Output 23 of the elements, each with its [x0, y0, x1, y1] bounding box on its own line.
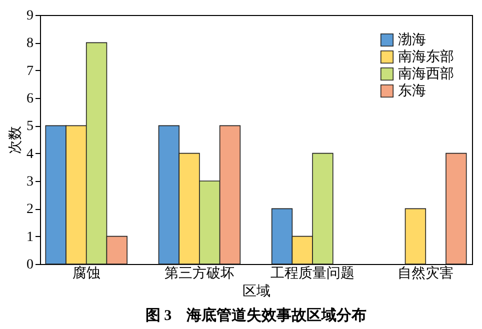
legend-label: 南海东部 — [398, 49, 454, 65]
x-tick-label: 第三方破坏 — [164, 266, 234, 282]
bar — [404, 208, 426, 264]
y-tick-label: 7 — [26, 64, 34, 79]
legend-label: 渤海 — [398, 32, 426, 48]
y-axis-title: 次数 — [8, 126, 24, 154]
y-tick-label: 1 — [26, 230, 34, 245]
y-tick-label: 8 — [26, 36, 34, 52]
x-axis-title: 区域 — [242, 284, 270, 300]
y-tick-label: 2 — [26, 202, 34, 218]
y-tick-label: 9 — [26, 8, 34, 24]
x-tick-label: 自然灾害 — [398, 266, 454, 282]
y-tick-label: 0 — [26, 258, 34, 272]
legend-label: 南海西部 — [398, 66, 454, 82]
y-tick-label: 5 — [26, 119, 34, 134]
y-tick-label: 4 — [26, 146, 34, 162]
x-tick-label: 腐蚀 — [72, 266, 100, 282]
x-tick-label: 工程质量问题 — [270, 266, 355, 282]
y-tick-label: 6 — [26, 92, 34, 106]
text: 图 3 海底管道失效事故区域分布 — [145, 306, 367, 324]
y-tick-label: 3 — [26, 174, 34, 190]
bar — [446, 152, 467, 264]
legend-label: 东海 — [398, 83, 426, 99]
